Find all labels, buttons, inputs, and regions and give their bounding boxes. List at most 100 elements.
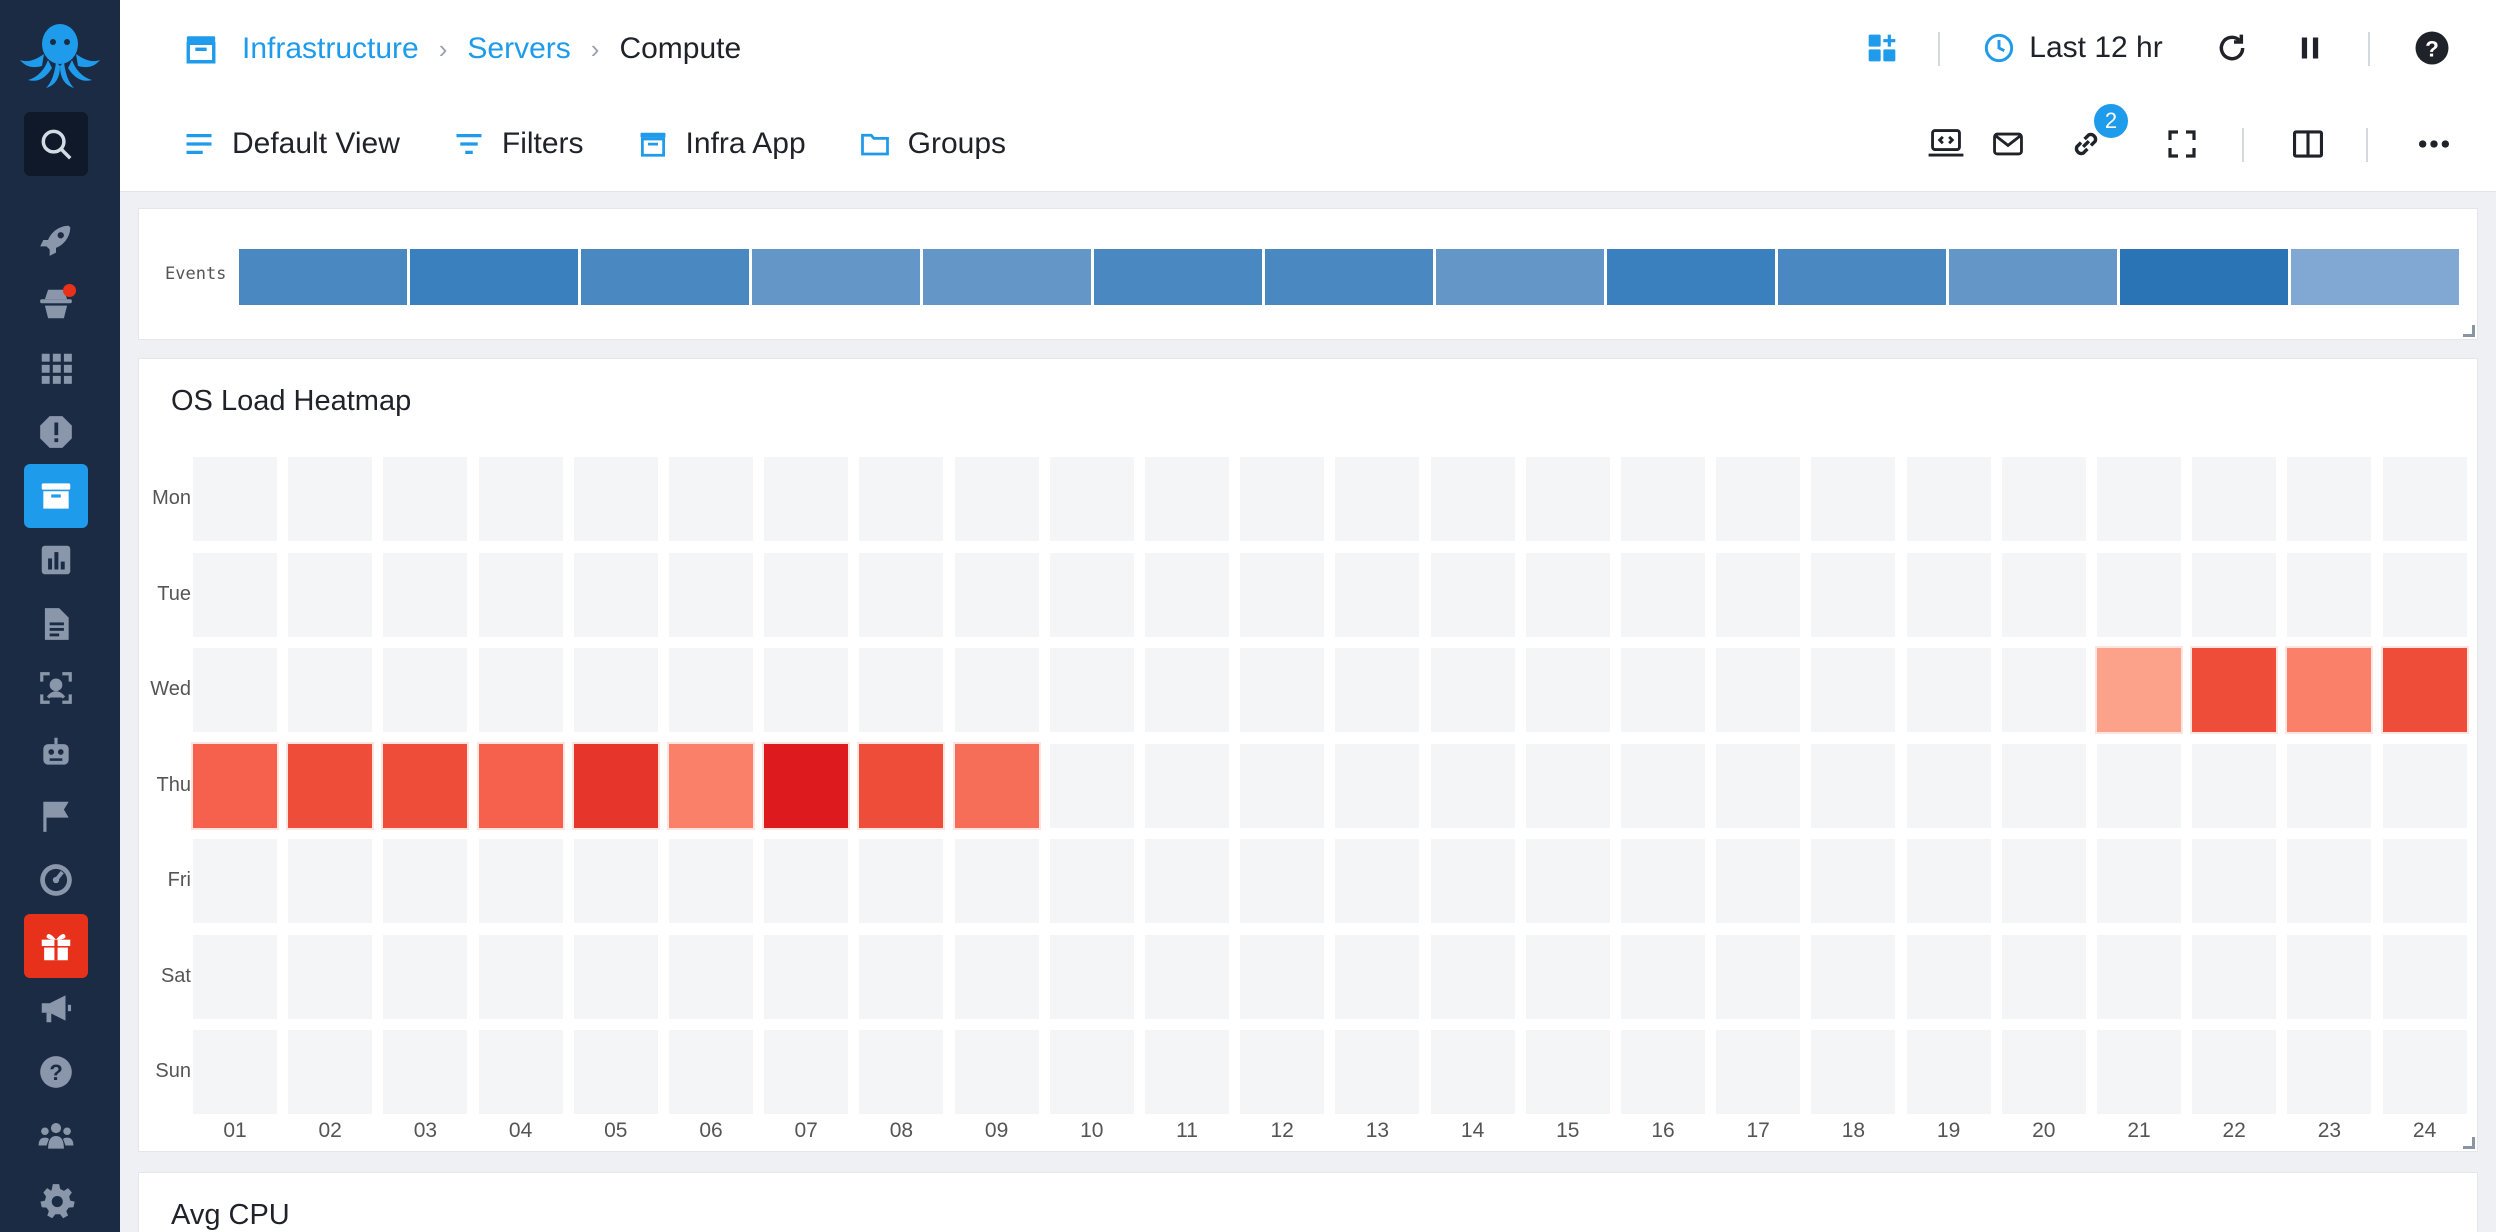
heatmap-cell[interactable]: [383, 743, 468, 828]
heatmap-cell[interactable]: [1906, 934, 1991, 1019]
heatmap-cell[interactable]: [1811, 1030, 1896, 1114]
sidebar-item-team[interactable]: [24, 1104, 88, 1168]
heatmap-cell[interactable]: [669, 457, 753, 541]
heatmap-cell[interactable]: [1716, 552, 1801, 637]
heatmap-cell[interactable]: [2001, 648, 2086, 732]
heatmap-cell[interactable]: [573, 1030, 658, 1114]
heatmap-cell[interactable]: [2192, 648, 2277, 732]
events-segment[interactable]: [1607, 249, 1777, 305]
heatmap-cell[interactable]: [2001, 1030, 2086, 1114]
events-segment[interactable]: [1949, 249, 2119, 305]
heatmap-cell[interactable]: [2287, 839, 2372, 923]
heatmap-cell[interactable]: [1621, 934, 1705, 1019]
heatmap-cell[interactable]: [2192, 839, 2277, 923]
heatmap-cell[interactable]: [1335, 457, 1420, 541]
heatmap-cell[interactable]: [1716, 934, 1801, 1019]
heatmap-cell[interactable]: [1049, 1030, 1134, 1114]
heatmap-cell[interactable]: [1430, 648, 1515, 732]
infra-app-button[interactable]: Infra App: [638, 127, 806, 161]
heatmap-cell[interactable]: [1240, 457, 1325, 541]
heatmap-cell[interactable]: [1906, 552, 1991, 637]
heatmap-cell[interactable]: [2001, 839, 2086, 923]
heatmap-cell[interactable]: [764, 648, 849, 732]
heatmap-cell[interactable]: [1240, 934, 1325, 1019]
heatmap-cell[interactable]: [2097, 552, 2181, 637]
heatmap-cell[interactable]: [573, 839, 658, 923]
heatmap-cell[interactable]: [288, 934, 373, 1019]
breadcrumb-infrastructure[interactable]: Infrastructure: [242, 32, 419, 65]
heatmap-cell[interactable]: [1049, 457, 1134, 541]
sidebar-item-reports[interactable]: [24, 528, 88, 592]
heatmap-cell[interactable]: [859, 839, 944, 923]
heatmap-cell[interactable]: [2097, 1030, 2181, 1114]
heatmap-cell[interactable]: [193, 457, 277, 541]
breadcrumb-servers[interactable]: Servers: [467, 32, 571, 65]
heatmap-cell[interactable]: [1240, 743, 1325, 828]
heatmap-cell[interactable]: [764, 743, 849, 828]
heatmap-cell[interactable]: [1525, 934, 1610, 1019]
heatmap-cell[interactable]: [383, 934, 468, 1019]
filters-button[interactable]: Filters: [454, 127, 584, 161]
heatmap-cell[interactable]: [1335, 648, 1420, 732]
heatmap-cell[interactable]: [478, 552, 563, 637]
heatmap-cell[interactable]: [2192, 552, 2277, 637]
add-widget-button[interactable]: [1856, 22, 1908, 74]
email-button[interactable]: [1982, 118, 2034, 170]
events-segment[interactable]: [581, 249, 751, 305]
heatmap-cell[interactable]: [573, 552, 658, 637]
heatmap-cell[interactable]: [288, 457, 373, 541]
heatmap-cell[interactable]: [1811, 648, 1896, 732]
heatmap-cell[interactable]: [669, 934, 753, 1019]
heatmap-cell[interactable]: [383, 1030, 468, 1114]
heatmap-cell[interactable]: [383, 457, 468, 541]
heatmap-cell[interactable]: [1525, 552, 1610, 637]
heatmap-cell[interactable]: [193, 839, 277, 923]
heatmap-cell[interactable]: [1811, 552, 1896, 637]
heatmap-cell[interactable]: [764, 457, 849, 541]
heatmap-cell[interactable]: [1240, 648, 1325, 732]
fullscreen-button[interactable]: [2156, 118, 2208, 170]
heatmap-cell[interactable]: [2001, 552, 2086, 637]
heatmap-cell[interactable]: [573, 743, 658, 828]
heatmap-cell[interactable]: [1621, 839, 1705, 923]
heatmap-cell[interactable]: [1811, 934, 1896, 1019]
heatmap-cell[interactable]: [478, 743, 563, 828]
events-segment[interactable]: [1778, 249, 1948, 305]
heatmap-cell[interactable]: [1049, 552, 1134, 637]
resize-handle[interactable]: [2463, 325, 2475, 337]
heatmap-cell[interactable]: [288, 839, 373, 923]
heatmap-cell[interactable]: [1430, 934, 1515, 1019]
heatmap-cell[interactable]: [1335, 1030, 1420, 1114]
sidebar-item-synthetic[interactable]: [24, 720, 88, 784]
heatmap-cell[interactable]: [288, 552, 373, 637]
sidebar-item-alarms[interactable]: [24, 400, 88, 464]
heatmap-cell[interactable]: [383, 648, 468, 732]
heatmap-cell[interactable]: [478, 648, 563, 732]
heatmap-cell[interactable]: [2382, 743, 2467, 828]
heatmap-cell[interactable]: [859, 934, 944, 1019]
heatmap-cell[interactable]: [1906, 1030, 1991, 1114]
heatmap-cell[interactable]: [954, 648, 1039, 732]
heatmap-cell[interactable]: [859, 743, 944, 828]
events-segment[interactable]: [2120, 249, 2290, 305]
heatmap-cell[interactable]: [2287, 457, 2372, 541]
heatmap-cell[interactable]: [193, 934, 277, 1019]
heatmap-cell[interactable]: [1145, 457, 1229, 541]
heatmap-cell[interactable]: [1811, 839, 1896, 923]
heatmap-cell[interactable]: [669, 839, 753, 923]
heatmap-cell[interactable]: [669, 552, 753, 637]
events-segment[interactable]: [923, 249, 1093, 305]
heatmap-cell[interactable]: [1525, 839, 1610, 923]
heatmap-cell[interactable]: [2097, 934, 2181, 1019]
heatmap-cell[interactable]: [1525, 648, 1610, 732]
heatmap-cell[interactable]: [573, 648, 658, 732]
heatmap-cell[interactable]: [2382, 839, 2467, 923]
heatmap-cell[interactable]: [1716, 457, 1801, 541]
heatmap-cell[interactable]: [1430, 552, 1515, 637]
heatmap-cell[interactable]: [1525, 743, 1610, 828]
heatmap-cell[interactable]: [1430, 457, 1515, 541]
heatmap-cell[interactable]: [1811, 457, 1896, 541]
heatmap-cell[interactable]: [1145, 1030, 1229, 1114]
heatmap-cell[interactable]: [193, 743, 277, 828]
heatmap-cell[interactable]: [1049, 934, 1134, 1019]
